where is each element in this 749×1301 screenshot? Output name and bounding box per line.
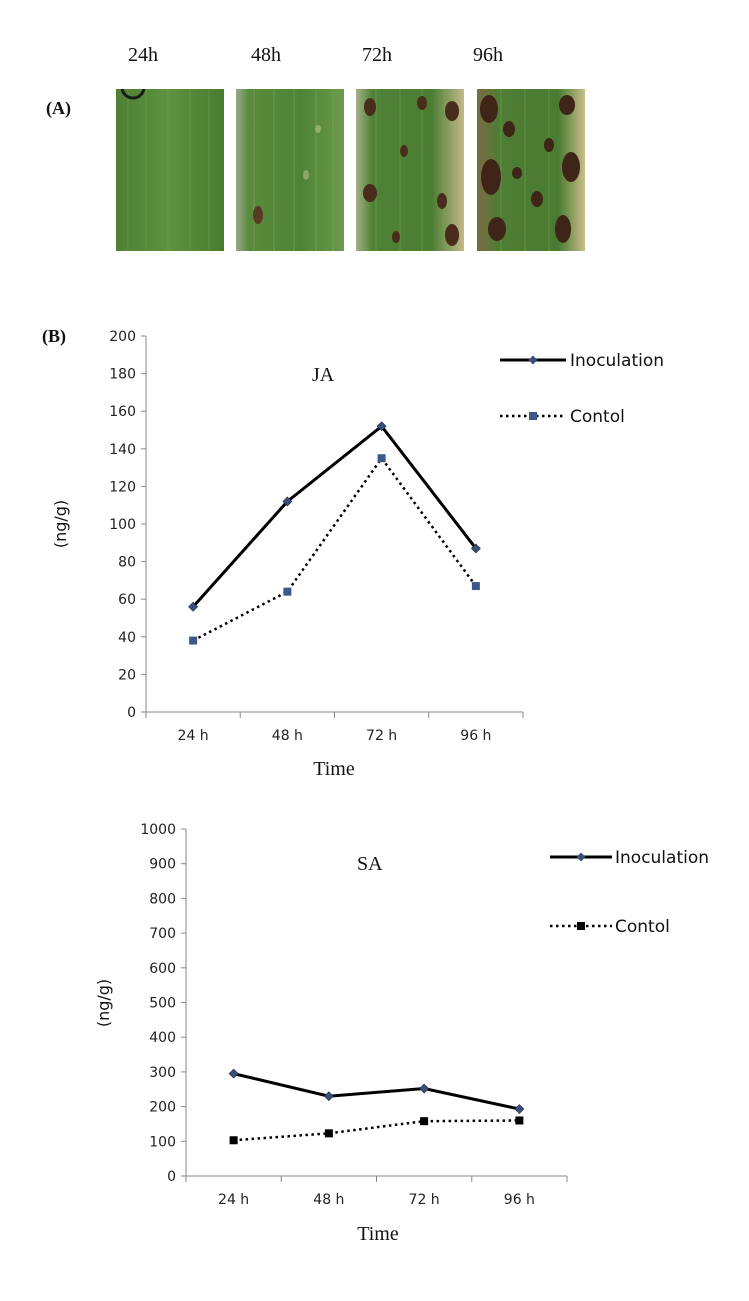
ja-series-inoculation-point bbox=[376, 421, 387, 432]
ja-series-inoculation-line bbox=[192, 424, 478, 608]
time-label-96h: 96h bbox=[473, 44, 503, 66]
sa-y-tick-label: 400 bbox=[149, 1030, 176, 1046]
ja-x-axis-label: Time bbox=[313, 758, 355, 780]
ja-y-tick-label: 20 bbox=[118, 667, 136, 683]
ja-series-control-legend-marker bbox=[529, 412, 537, 420]
sa-y-tick-label: 600 bbox=[149, 961, 176, 977]
sa-y-tick-label: 100 bbox=[149, 1134, 176, 1150]
ja-series-control-point bbox=[471, 582, 480, 591]
ja-series-control-point bbox=[189, 636, 198, 645]
sa-y-tick-label: 300 bbox=[149, 1065, 176, 1081]
ja-y-tick-label: 160 bbox=[109, 404, 136, 420]
sa-series-inoculation-point bbox=[419, 1083, 430, 1094]
sa-y-axis-label: (ng/g) bbox=[94, 979, 113, 1027]
ja-series-inoculation-point bbox=[470, 543, 481, 554]
ja-series-inoculation-point bbox=[282, 496, 293, 507]
time-label-72h: 72h bbox=[362, 44, 392, 66]
ja-x-tick-label: 96 h bbox=[460, 728, 491, 744]
leaf-image-48h bbox=[236, 89, 344, 251]
sa-y-tick-label: 0 bbox=[167, 1169, 176, 1185]
panel-a-label: (A) bbox=[46, 98, 71, 118]
sa-series-inoculation-point bbox=[323, 1091, 334, 1102]
sa-series-inoculation-legend-label: Inoculation bbox=[615, 848, 709, 868]
sa-y-tick-label: 900 bbox=[149, 857, 176, 873]
sa-y-tick-label: 800 bbox=[149, 891, 176, 907]
ja-series-control-point bbox=[377, 454, 386, 463]
sa-y-tick-label: 700 bbox=[149, 926, 176, 942]
sa-series-inoculation-legend-marker bbox=[576, 852, 586, 862]
ja-x-tick-label: 24 h bbox=[178, 728, 209, 744]
sa-series-control-point bbox=[229, 1136, 238, 1145]
ja-y-tick-label: 60 bbox=[118, 592, 136, 608]
sa-series-inoculation-line bbox=[233, 1072, 520, 1111]
sa-series-control-legend-label: Contol bbox=[615, 917, 670, 937]
time-label-24h: 24h bbox=[128, 44, 158, 66]
ja-y-tick-label: 180 bbox=[109, 367, 136, 383]
sa-series-inoculation-point bbox=[514, 1104, 525, 1114]
ja-series-inoculation-point bbox=[188, 601, 199, 612]
sa-series-inoculation-point bbox=[228, 1068, 239, 1079]
leaf-image-72h bbox=[356, 89, 464, 251]
sa-chart-title: SA bbox=[357, 853, 383, 875]
sa-x-tick-label: 48 h bbox=[313, 1192, 344, 1208]
ja-series-control-line bbox=[192, 456, 477, 642]
panel-b-label: (B) bbox=[42, 326, 66, 346]
ja-series-inoculation-legend-label: Inoculation bbox=[570, 351, 664, 371]
ja-y-tick-label: 80 bbox=[118, 555, 136, 571]
ja-y-tick-label: 40 bbox=[118, 630, 136, 646]
ja-y-tick-label: 140 bbox=[109, 442, 136, 458]
sa-chart-group: 0 100 200 300 400 500 600 700 800 900 1000 24 h 48 h… bbox=[94, 822, 709, 1245]
ja-chart-title: JA bbox=[312, 364, 335, 386]
sa-series-control-legend-marker bbox=[577, 922, 585, 930]
sa-series-control-point bbox=[515, 1116, 524, 1125]
ja-y-tick-label: 200 bbox=[109, 329, 136, 345]
ja-y-axis-label: (ng/g) bbox=[51, 500, 70, 548]
ja-chart-group: 0 20 40 60 80 100 120 140 160 180 200 24 h 48 h 72 h 9… bbox=[51, 329, 664, 780]
sa-series-control-line bbox=[233, 1119, 520, 1142]
ja-y-tick-label: 100 bbox=[109, 517, 136, 533]
ja-x-tick-label: 48 h bbox=[272, 728, 303, 744]
sa-series-control-point bbox=[420, 1117, 429, 1126]
ja-y-tick-label: 0 bbox=[127, 705, 136, 721]
sa-x-tick-label: 96 h bbox=[504, 1192, 535, 1208]
sa-y-tick-label: 500 bbox=[149, 996, 176, 1012]
leaf-image-96h bbox=[477, 89, 585, 251]
time-label-48h: 48h bbox=[251, 44, 281, 66]
ja-series-inoculation-legend-marker bbox=[528, 355, 538, 365]
ja-y-tick-label: 120 bbox=[109, 479, 136, 495]
sa-x-tick-label: 72 h bbox=[409, 1192, 440, 1208]
ja-series-control-point bbox=[283, 587, 292, 596]
ja-x-tick-label: 72 h bbox=[366, 728, 397, 744]
sa-x-tick-label: 24 h bbox=[218, 1192, 249, 1208]
ja-series-control-legend-label: Contol bbox=[570, 407, 625, 427]
leaf-image-24h bbox=[116, 89, 224, 251]
sa-y-tick-label: 200 bbox=[149, 1100, 176, 1116]
sa-y-tick-label: 1000 bbox=[140, 822, 176, 838]
sa-series-control-point bbox=[324, 1129, 333, 1138]
sa-x-axis-label: Time bbox=[357, 1223, 399, 1245]
